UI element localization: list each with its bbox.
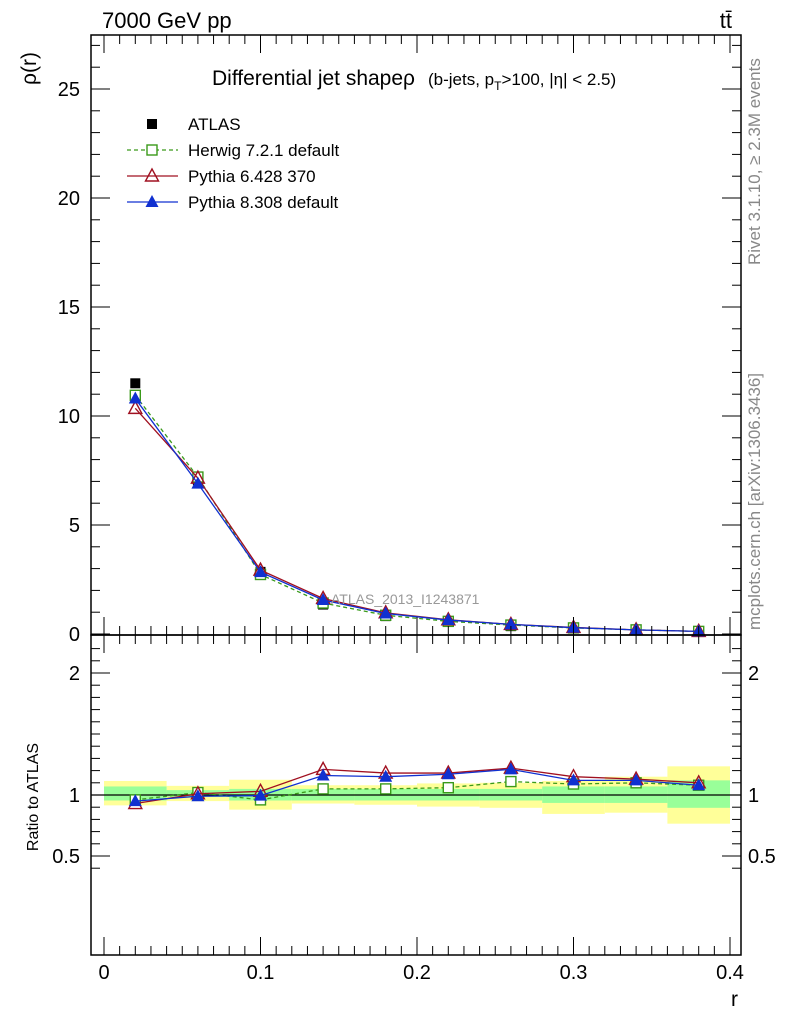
data-point-pythia-8-308-default bbox=[379, 606, 393, 619]
data-point-pythia-8-308-default bbox=[629, 773, 643, 786]
legend-marker-atlas bbox=[147, 119, 157, 129]
x-tick-label: 0.1 bbox=[247, 962, 275, 984]
main-title: Differential jet shapeρ bbox=[212, 67, 415, 90]
mcplots-label: mcplots.cern.ch [arXiv:1306.3436] bbox=[745, 373, 764, 630]
data-point-pythia-8-308-default bbox=[441, 613, 455, 626]
rivet-label: Rivet 3.1.10, ≥ 2.3M events bbox=[745, 58, 764, 265]
y-tick-label: 25 bbox=[58, 79, 80, 101]
main-panel: 0 5 10 15 20 25 Differential jet shapeρ (b-je… bbox=[18, 34, 742, 646]
legend-marker-pythia-8-308-default bbox=[145, 195, 159, 207]
series-pythia-8-308-default bbox=[128, 762, 706, 807]
y-tick-label: 20 bbox=[58, 188, 80, 210]
x-tick-label: 0 bbox=[98, 962, 109, 984]
header-right: tt̄ bbox=[720, 8, 732, 33]
data-point-pythia-8-308-default bbox=[254, 565, 267, 578]
ratio-panel: 0.5 0.5 1 1 2 2 0 0.1 0.2 0.3 0.4 Ratio to ATLAS r bbox=[25, 634, 776, 1011]
y-tick-label: 15 bbox=[58, 297, 80, 319]
legend-label-herwig-7-2-1-default: Herwig 7.2.1 default bbox=[188, 141, 339, 160]
data-point-herwig-7-2-1-default bbox=[317, 783, 329, 795]
x-axis-label: r bbox=[731, 988, 738, 1011]
data-point-pythia-8-308-default bbox=[191, 476, 205, 489]
y-tick-label: 0 bbox=[69, 624, 80, 646]
ratio-y-tick-label-right: 1 bbox=[748, 785, 759, 807]
y-tick-label: 10 bbox=[58, 406, 80, 428]
legend-marker-pythia-6-428-370 bbox=[144, 167, 160, 182]
data-point-pythia-8-308-default bbox=[692, 778, 706, 791]
x-tick-label: 0.2 bbox=[403, 962, 431, 984]
analysis-watermark: ATLAS_2013_I1243871 bbox=[331, 591, 480, 607]
series-line-pythia-8-308-default bbox=[135, 768, 699, 802]
data-point-pythia-8-308-default bbox=[316, 592, 330, 605]
data-point-herwig-7-2-1-default bbox=[442, 781, 454, 794]
ratio-y-tick-label: 0.5 bbox=[52, 846, 80, 868]
data-point-pythia-8-308-default bbox=[379, 769, 393, 782]
data-point-pythia-8-308-default bbox=[567, 773, 580, 786]
data-point-pythia-6-428-370 bbox=[127, 399, 143, 415]
data-point-pythia-8-308-default bbox=[316, 768, 330, 781]
y-axis-label-ratio: Ratio to ATLAS bbox=[25, 743, 42, 851]
legend-marker-herwig-7-2-1-default bbox=[146, 144, 158, 156]
ratio-y-tick-label-right: 0.5 bbox=[748, 846, 776, 868]
data-point-pythia-8-308-default bbox=[254, 788, 267, 801]
data-point-pythia-8-308-default bbox=[128, 391, 142, 404]
header-left: 7000 GeV pp bbox=[102, 8, 232, 33]
legend-label-pythia-8-308-default: Pythia 8.308 default bbox=[188, 193, 339, 212]
legend: ATLAS Herwig 7.2.1 default Pythia 6.428 37… bbox=[127, 115, 339, 212]
data-point-pythia-8-308-default bbox=[504, 617, 518, 630]
x-tick-label: 0.3 bbox=[560, 962, 588, 984]
data-point-pythia-8-308-default bbox=[128, 794, 142, 807]
legend-label-pythia-6-428-370: Pythia 6.428 370 bbox=[188, 167, 316, 186]
ratio-y-tick-label: 1 bbox=[69, 785, 80, 807]
data-point-pythia-8-308-default bbox=[504, 762, 518, 775]
main-subtitle: (b-jets, pT>100, |η| < 2.5) bbox=[428, 70, 616, 93]
series-line-pythia-6-428-370 bbox=[135, 767, 699, 805]
x-tick-label: 0.4 bbox=[716, 962, 744, 984]
data-point-atlas bbox=[130, 378, 141, 389]
data-point-pythia-8-308-default bbox=[191, 789, 205, 802]
data-point-pythia-8-308-default bbox=[441, 767, 455, 780]
y-axis-label-main: ρ(r) bbox=[18, 52, 41, 85]
ratio-y-tick-label-right: 2 bbox=[748, 663, 759, 685]
ratio-y-tick-label: 2 bbox=[69, 663, 80, 685]
legend-label-atlas: ATLAS bbox=[188, 115, 241, 134]
y-tick-label: 5 bbox=[69, 515, 80, 537]
stat-uncertainty-band bbox=[104, 786, 167, 801]
data-point-herwig-7-2-1-default bbox=[380, 783, 392, 795]
data-point-herwig-7-2-1-default bbox=[505, 775, 517, 788]
